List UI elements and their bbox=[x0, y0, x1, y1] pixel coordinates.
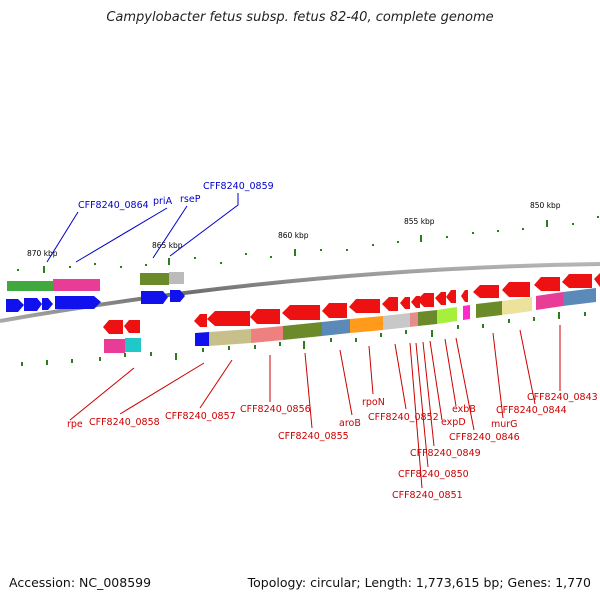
gene-label-exbB: exbB bbox=[452, 404, 476, 415]
gene-label-CFF8240_0855: CFF8240_0855 bbox=[278, 431, 349, 442]
gene-arrow-rev bbox=[461, 290, 468, 302]
gene-label-CFF8240_0858: CFF8240_0858 bbox=[89, 417, 160, 428]
feature-block-lime bbox=[437, 307, 457, 324]
gene-label-CFF8240_0857: CFF8240_0857 bbox=[165, 411, 236, 422]
gene-label-aroB: aroB bbox=[339, 418, 361, 429]
gene-arrow-rev bbox=[411, 296, 420, 308]
scale-labels: 870 kbp 865 kbp 860 kbp 855 kbp 850 kbp bbox=[27, 201, 561, 258]
gene-arrow-rev bbox=[124, 320, 140, 333]
accession-text: Accession: NC_008599 bbox=[9, 575, 152, 590]
top-gene-labels: CFF8240_0864 priA rseP CFF8240_0859 bbox=[78, 181, 274, 211]
gene-arrow-fwd bbox=[24, 298, 42, 311]
feature-block-magenta bbox=[463, 305, 470, 320]
gene-arrow-rev bbox=[322, 303, 347, 318]
gene-arrow-rev bbox=[446, 290, 456, 303]
feature-block-green bbox=[7, 281, 53, 291]
gene-arrow-rev bbox=[349, 299, 380, 313]
scale-label-870kbp: 870 kbp bbox=[27, 249, 58, 258]
gene-label-murG: murG bbox=[491, 419, 518, 430]
gene-arrow-fwd bbox=[42, 298, 53, 310]
gene-arrow-rev bbox=[594, 273, 600, 287]
feature-block-lightgray bbox=[383, 313, 410, 330]
gene-label-CFF8240_0844: CFF8240_0844 bbox=[496, 405, 567, 416]
feature-block-blue bbox=[195, 332, 209, 346]
feature-block-olive bbox=[140, 273, 169, 285]
genome-summary-text: Topology: circular; Length: 1,773,615 bp… bbox=[247, 575, 591, 590]
gene-label-CFF8240_0843: CFF8240_0843 bbox=[527, 392, 598, 403]
gene-label-CFF8240_0856: CFF8240_0856 bbox=[240, 404, 311, 415]
feature-block-pink bbox=[536, 292, 563, 310]
gene-label-CFF8240_0859: CFF8240_0859 bbox=[203, 181, 274, 192]
gene-label-CFF8240_0851: CFF8240_0851 bbox=[392, 490, 463, 501]
feature-block-khaki bbox=[502, 297, 532, 315]
gene-arrow-rev bbox=[417, 293, 434, 307]
feature-block-olive bbox=[418, 310, 437, 326]
map-title: Campylobacter fetus subsp. fetus 82-40, … bbox=[106, 10, 494, 25]
gene-label-CFF8240_0849: CFF8240_0849 bbox=[410, 448, 481, 459]
gene-arrow-rev bbox=[502, 282, 530, 297]
gene-arrow-fwd bbox=[170, 290, 185, 302]
top-leader-lines bbox=[46, 193, 239, 263]
bottom-leader-lines bbox=[69, 325, 561, 489]
reverse-gene-arrows bbox=[103, 273, 600, 334]
gene-label-CFF8240_0850: CFF8240_0850 bbox=[398, 469, 469, 480]
feature-block-gray bbox=[169, 272, 184, 284]
feature-block-orange bbox=[350, 316, 383, 333]
feature-block-rose bbox=[410, 312, 418, 327]
gene-arrow-rev bbox=[562, 274, 592, 288]
bottom-gene-labels: rpe CFF8240_0858 CFF8240_0857 CFF8240_08… bbox=[67, 392, 598, 501]
gene-arrow-rev bbox=[207, 311, 250, 326]
gene-arrow-fwd bbox=[6, 299, 24, 312]
feature-block-steelblue bbox=[322, 319, 350, 336]
gene-label-CFF8240_0846: CFF8240_0846 bbox=[449, 432, 520, 443]
gene-arrow-fwd bbox=[55, 296, 101, 309]
feature-block-olive bbox=[476, 301, 502, 318]
gene-arrow-rev bbox=[400, 297, 410, 309]
scale-label-865kbp: 865 kbp bbox=[152, 241, 183, 250]
scale-label-855kbp: 855 kbp bbox=[404, 217, 435, 226]
gene-arrow-rev bbox=[250, 309, 280, 324]
gene-label-rpe: rpe bbox=[67, 419, 83, 430]
feature-block-steelblue bbox=[563, 288, 596, 306]
gene-arrow-rev bbox=[382, 297, 398, 311]
gene-arrow-fwd bbox=[141, 291, 168, 304]
scale-label-850kbp: 850 kbp bbox=[530, 201, 561, 210]
gene-arrow-rev bbox=[473, 285, 499, 298]
scale-label-860kbp: 860 kbp bbox=[278, 231, 309, 240]
gene-label-CFF8240_0864: CFF8240_0864 bbox=[78, 200, 149, 211]
gene-label-priA: priA bbox=[153, 196, 173, 207]
gene-arrow-rev bbox=[194, 314, 207, 327]
gene-arrow-rev bbox=[435, 292, 446, 305]
gene-arrow-rev bbox=[534, 277, 560, 291]
feature-block-olive bbox=[283, 322, 322, 340]
feature-block-salmon bbox=[251, 326, 283, 343]
gene-label-rpoN: rpoN bbox=[362, 397, 385, 408]
upper-scale-track bbox=[17, 216, 599, 273]
gene-arrow-rev bbox=[282, 305, 320, 320]
feature-block-pink bbox=[53, 279, 100, 291]
feature-block-tan bbox=[209, 329, 251, 346]
forward-feature-tracks bbox=[6, 272, 185, 312]
gene-label-expD: expD bbox=[441, 417, 466, 428]
feature-block-cyan bbox=[125, 338, 141, 352]
gene-arrow-rev bbox=[103, 320, 123, 334]
gene-label-CFF8240_0852: CFF8240_0852 bbox=[368, 412, 439, 423]
feature-block-pink bbox=[104, 339, 125, 353]
reverse-feature-tracks bbox=[104, 288, 596, 353]
lower-scale-track bbox=[21, 312, 586, 366]
gene-label-rseP: rseP bbox=[180, 194, 201, 205]
